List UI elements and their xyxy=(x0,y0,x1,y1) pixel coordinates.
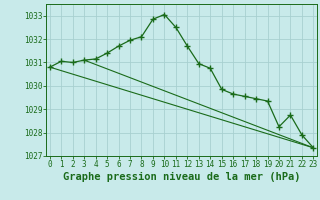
X-axis label: Graphe pression niveau de la mer (hPa): Graphe pression niveau de la mer (hPa) xyxy=(63,172,300,182)
